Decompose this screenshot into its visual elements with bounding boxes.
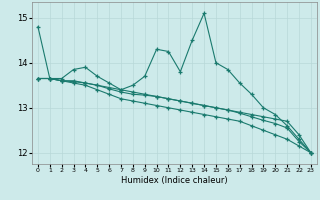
X-axis label: Humidex (Indice chaleur): Humidex (Indice chaleur) xyxy=(121,176,228,185)
